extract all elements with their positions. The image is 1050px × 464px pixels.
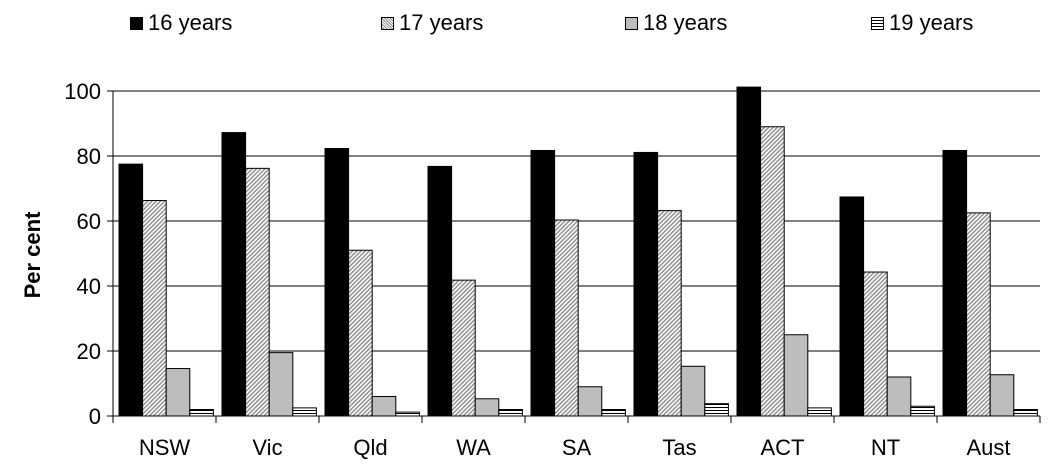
bar-18-years-NT <box>886 376 912 417</box>
legend-swatch-16-years <box>130 16 143 30</box>
bar-19-years-NSW <box>189 409 214 417</box>
y-tick-label: 20 <box>77 339 101 364</box>
bar-17-years-WA <box>451 279 476 417</box>
axes: 0 20 40 60 80 100 NSW Vic Qld WA SA Tas ACT NT Aust <box>64 79 1041 460</box>
bar-16-years-Qld <box>324 148 350 417</box>
y-axis-label: Per cent <box>20 211 45 298</box>
x-tick-label: ACT <box>761 435 805 460</box>
bar-16-years-WA <box>427 165 453 417</box>
x-tick-label: Qld <box>353 435 387 460</box>
x-tick-label: WA <box>456 435 491 460</box>
bar-17-years-NT <box>863 271 888 417</box>
bar-17-years-Aust <box>966 212 991 417</box>
legend-item-18-years: 18 years <box>625 10 727 36</box>
bar-18-years-NSW <box>165 368 191 417</box>
bar-18-years-Tas <box>680 365 706 417</box>
legend-swatch-19-years <box>871 16 884 30</box>
legend-swatch-18-years <box>625 16 638 30</box>
bar-17-years-NSW <box>142 200 167 417</box>
x-tick-label: Tas <box>662 435 696 460</box>
y-tick-label: 40 <box>77 274 101 299</box>
legend-label-16-years: 16 years <box>148 10 233 35</box>
x-tick-label: Aust <box>966 435 1010 460</box>
legend-label-17-years: 17 years <box>399 10 484 35</box>
legend: 16 years 17 years 18 years 19 years <box>0 10 1050 46</box>
bar-16-years-ACT <box>736 86 762 417</box>
legend-label-19-years: 19 years <box>889 10 974 35</box>
bar-19-years-Qld <box>395 411 420 417</box>
legend-swatch-17-years <box>381 16 394 30</box>
legend-item-17-years: 17 years <box>381 10 483 36</box>
bar-16-years-Aust <box>942 149 968 417</box>
y-tick-label: 100 <box>64 79 101 104</box>
bar-16-years-Tas <box>633 151 659 417</box>
bar-17-years-Qld <box>348 249 373 417</box>
bar-18-years-Vic <box>268 352 294 417</box>
bar-19-years-Aust <box>1013 409 1038 417</box>
bar-18-years-Aust <box>989 374 1015 417</box>
bar-19-years-NT <box>910 405 935 417</box>
bar-19-years-WA <box>498 409 523 417</box>
bar-16-years-NT <box>839 196 865 417</box>
legend-label-18-years: 18 years <box>643 10 728 35</box>
x-tick-label: NT <box>871 435 900 460</box>
bar-18-years-SA <box>577 386 603 417</box>
y-tick-label: 80 <box>77 144 101 169</box>
bar-16-years-SA <box>530 149 556 417</box>
y-tick-label: 60 <box>77 209 101 234</box>
bar-17-years-Tas <box>657 210 682 417</box>
bar-19-years-Tas <box>704 403 729 417</box>
bar-17-years-ACT <box>760 126 785 417</box>
bar-19-years-ACT <box>807 407 832 417</box>
bar-18-years-ACT <box>783 334 809 417</box>
bar-16-years-Vic <box>221 132 247 417</box>
x-tick-label: SA <box>562 435 592 460</box>
bar-18-years-WA <box>474 398 500 417</box>
bar-18-years-Qld <box>371 396 397 417</box>
y-tick-label: 0 <box>89 404 101 429</box>
bar-19-years-SA <box>601 409 626 417</box>
x-tick-label: Vic <box>252 435 282 460</box>
legend-item-19-years: 19 years <box>871 10 973 36</box>
x-tick-label: NSW <box>139 435 191 460</box>
bars <box>118 86 1038 417</box>
bar-16-years-NSW <box>118 163 144 417</box>
legend-item-16-years: 16 years <box>130 10 232 36</box>
bar-19-years-Vic <box>292 407 317 417</box>
bar-17-years-Vic <box>245 167 270 417</box>
bar-17-years-SA <box>554 219 579 417</box>
